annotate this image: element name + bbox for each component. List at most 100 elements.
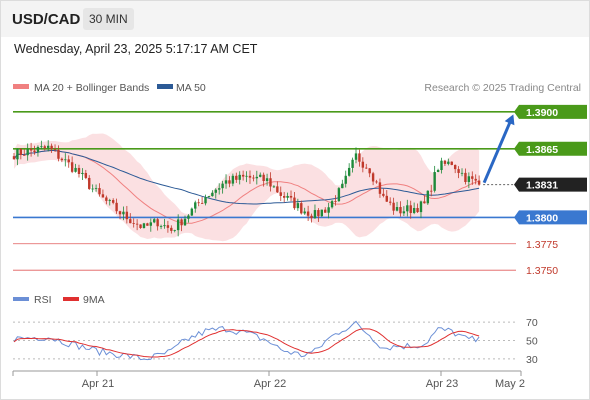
level-tag-text-1.3831: 1.3831 xyxy=(526,180,558,192)
candles xyxy=(12,140,481,237)
candle xyxy=(238,171,241,185)
candle xyxy=(118,210,122,220)
candle-body xyxy=(16,148,19,160)
candle xyxy=(173,229,176,233)
candle-body xyxy=(300,203,303,214)
candle-body xyxy=(252,177,255,179)
candle xyxy=(105,195,108,205)
candle xyxy=(183,215,187,227)
candle-body xyxy=(289,195,293,198)
candle xyxy=(293,192,296,210)
x-tick-label: Apr 23 xyxy=(426,378,458,390)
candle-body xyxy=(129,219,132,224)
candle-body xyxy=(122,211,125,215)
candle-body xyxy=(197,202,200,204)
candle xyxy=(255,170,259,185)
rsi-tick-label: 30 xyxy=(526,354,538,366)
candle xyxy=(200,196,204,204)
candle-body xyxy=(70,162,74,172)
candle xyxy=(221,180,224,194)
rsi-grid: 70 50 30 xyxy=(13,317,538,366)
candle-body xyxy=(118,211,122,215)
candle xyxy=(176,214,180,237)
bollinger-band-area xyxy=(14,133,480,242)
candle xyxy=(337,187,341,202)
chart-datetime: Wednesday, April 23, 2025 5:17:17 AM CET xyxy=(14,42,258,56)
candle xyxy=(395,201,399,212)
candle xyxy=(464,168,467,185)
candle xyxy=(341,179,344,189)
candle-body xyxy=(327,207,330,213)
candle-body xyxy=(471,176,474,179)
candle-body xyxy=(358,153,361,162)
candle-body xyxy=(262,174,265,182)
candle-body xyxy=(12,156,16,160)
candle xyxy=(135,219,139,231)
ma20-legend-swatch xyxy=(13,84,29,89)
candle-body xyxy=(344,175,347,184)
candle xyxy=(378,178,382,198)
candle-body xyxy=(98,188,101,195)
candle-body xyxy=(81,172,84,174)
candle xyxy=(50,143,53,153)
candle-body xyxy=(334,201,337,202)
candle xyxy=(467,172,471,189)
candle xyxy=(197,198,200,207)
candle-body xyxy=(269,178,272,187)
x-tick-label: May 2 xyxy=(495,378,525,390)
candle-body xyxy=(272,186,276,188)
rsi-ma-line xyxy=(13,328,480,358)
candle-body xyxy=(53,149,57,150)
candle-body xyxy=(423,201,426,204)
candle xyxy=(433,165,436,193)
candle xyxy=(94,184,98,192)
candle xyxy=(218,183,221,195)
candle-body xyxy=(64,159,67,161)
candle xyxy=(324,207,327,213)
candle-body xyxy=(146,223,149,226)
candle-body xyxy=(361,161,365,168)
candle xyxy=(310,213,313,223)
candle xyxy=(303,207,306,215)
forecast-arrow-head xyxy=(504,114,515,126)
candle xyxy=(471,171,474,185)
candle-body xyxy=(238,174,241,180)
candle xyxy=(245,171,248,183)
candle xyxy=(211,190,214,197)
candle-body xyxy=(382,193,385,196)
candle xyxy=(187,214,190,223)
level-tag-text-1.3865: 1.3865 xyxy=(526,144,558,156)
candle-body xyxy=(351,159,354,168)
candle xyxy=(146,222,149,226)
candle-body xyxy=(453,164,457,170)
candle-body xyxy=(330,201,334,208)
candle-body xyxy=(416,208,419,213)
candle-body xyxy=(40,146,43,148)
candle xyxy=(300,200,303,215)
candle-body xyxy=(159,226,163,227)
candle xyxy=(84,169,88,180)
candle xyxy=(399,201,402,217)
level-tags: 1.3900 1.3865 1.3831 1.3800 1.3775 1.3750 xyxy=(514,104,587,277)
level-tag-1.3865 xyxy=(514,141,587,156)
candle xyxy=(375,179,378,184)
candle xyxy=(142,222,146,229)
candle xyxy=(317,208,320,222)
candle-body xyxy=(365,167,368,169)
timeframe-badge[interactable]: 30 MIN xyxy=(83,8,134,30)
candle xyxy=(440,157,443,174)
candle-body xyxy=(467,176,471,183)
candle xyxy=(60,157,64,163)
candle-body xyxy=(313,210,317,219)
candle-body xyxy=(211,192,214,197)
candle-body xyxy=(94,188,98,189)
candle xyxy=(163,218,166,229)
candle xyxy=(450,161,453,166)
candle-body xyxy=(354,153,358,160)
candle-body xyxy=(375,181,378,183)
candle xyxy=(368,168,371,178)
candle xyxy=(371,171,375,186)
candle-body xyxy=(395,207,399,211)
candle xyxy=(453,164,457,174)
